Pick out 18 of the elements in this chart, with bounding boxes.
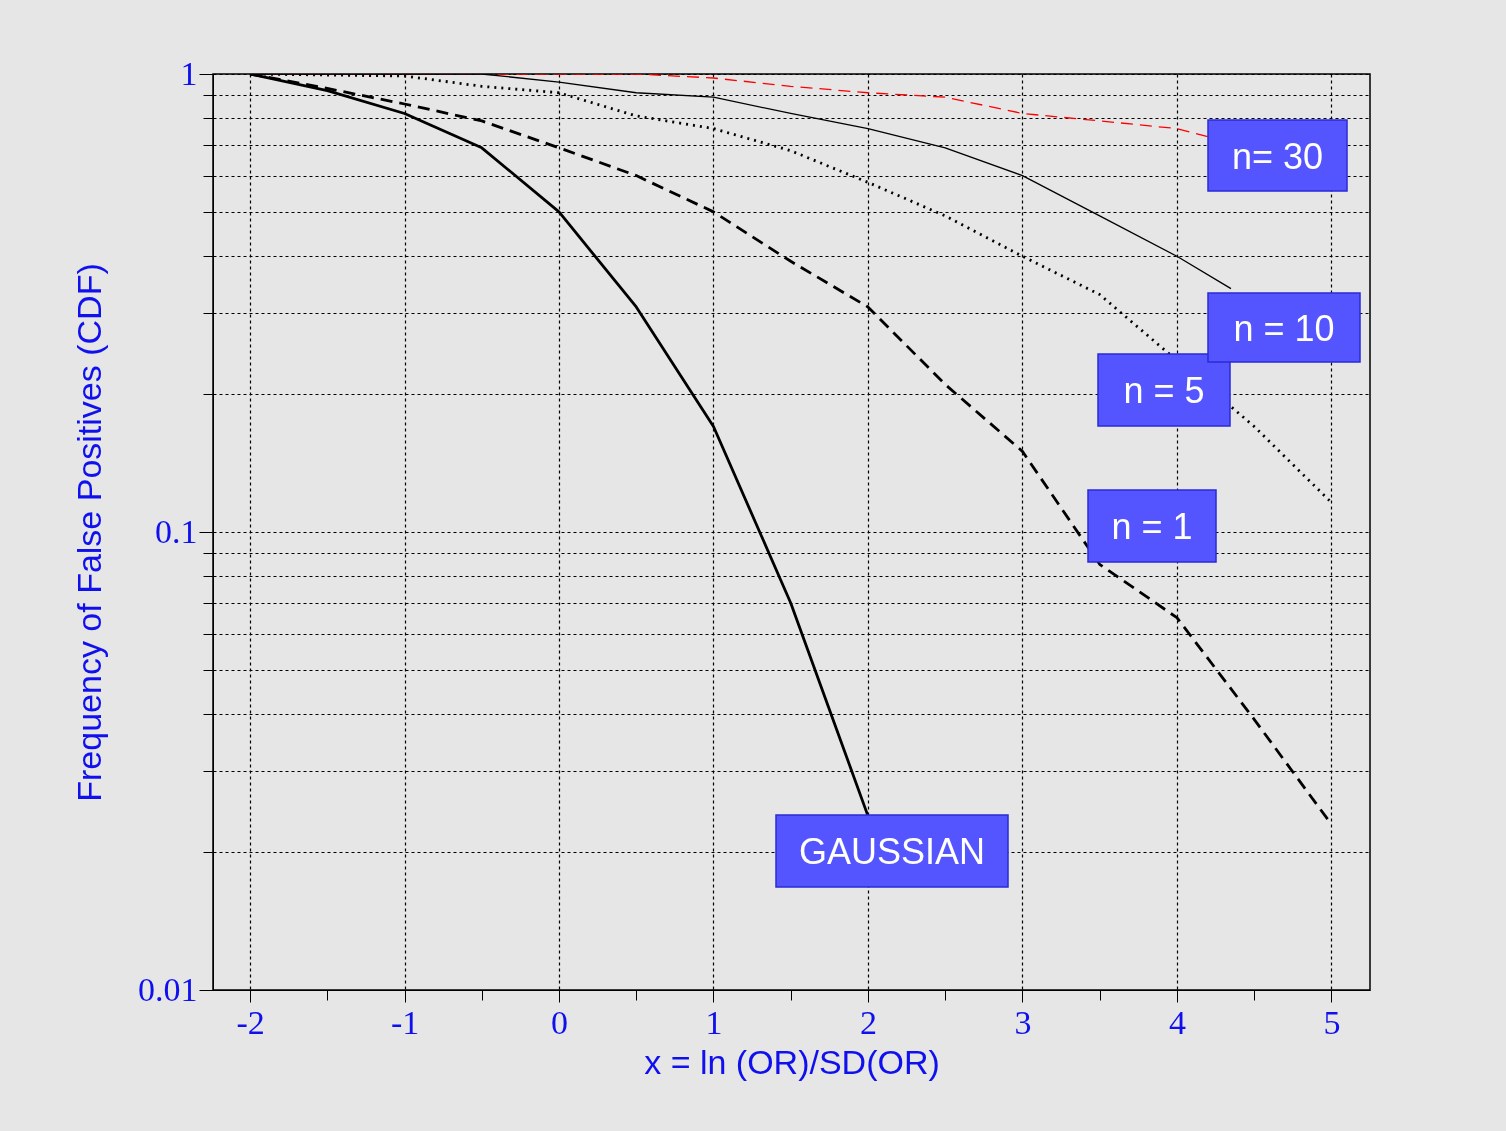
series-label: GAUSSIAN: [798, 831, 986, 872]
series-label: n = 10: [1233, 307, 1335, 349]
x-tick-label: 0: [551, 1003, 569, 1041]
y-tick-label: 0.01: [138, 970, 198, 1008]
x-tick-label: 4: [1168, 1003, 1186, 1041]
y-axis-title: Frequency of False Positives (CDF): [70, 263, 108, 802]
y-tick-label: 0.1: [155, 512, 198, 550]
series-label: n = 1: [1111, 506, 1193, 547]
x-tick-label: 1: [705, 1003, 723, 1041]
x-tick-label: -2: [236, 1003, 265, 1041]
series-label: n= 30: [1231, 135, 1324, 177]
series-label: n = 5: [1123, 370, 1205, 411]
x-tick-label: 3: [1014, 1003, 1032, 1041]
x-tick-label: 5: [1323, 1003, 1341, 1041]
x-tick-label: 2: [859, 1003, 877, 1041]
y-tick-label: 1: [180, 54, 198, 92]
x-axis-title: x = ln (OR)/SD(OR): [644, 1042, 940, 1081]
x-tick-label: -1: [390, 1003, 420, 1041]
